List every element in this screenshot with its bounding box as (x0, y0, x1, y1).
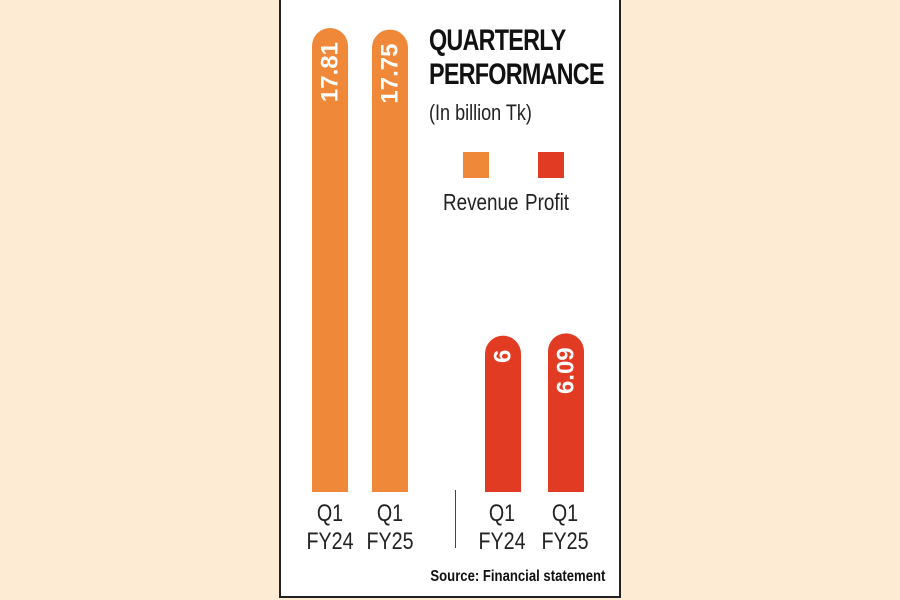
category-line-2: FY25 (541, 528, 589, 555)
bar-profit-1 (548, 333, 584, 492)
category-line-1: Q1 (376, 500, 404, 527)
category-label-revenue-q1fy25: Q1 FY25 (357, 500, 423, 556)
category-label-profit-q1fy25: Q1 FY25 (532, 500, 598, 556)
legend-swatch-revenue (463, 152, 489, 178)
category-label-profit-q1fy24: Q1 FY24 (469, 500, 535, 556)
category-label-revenue-q1fy24: Q1 FY24 (297, 500, 363, 556)
bar-label-profit-0: 6 (490, 350, 517, 363)
legend-label-revenue: Revenue (443, 189, 519, 215)
bar-label-revenue-1: 17.75 (377, 44, 404, 104)
bar-profit-0 (485, 335, 521, 492)
bar-chart: 17.81 17.75 6 6.09 (312, 28, 584, 492)
bar-label-profit-1: 6.09 (553, 347, 580, 394)
group-divider (455, 490, 456, 548)
bar-revenue-0 (312, 28, 348, 492)
category-line-1: Q1 (551, 500, 579, 527)
title-line-1: QUARTERLY (429, 24, 566, 57)
bar-label-revenue-0: 17.81 (317, 42, 344, 102)
category-line-1: Q1 (316, 500, 344, 527)
chart-panel: 17.81 17.75 6 6.09 QUARTERLY PERFORMANCE (I… (279, 0, 621, 598)
category-line-2: FY25 (366, 528, 414, 555)
category-line-1: Q1 (488, 500, 516, 527)
source-note: Source: Financial statement (430, 568, 605, 585)
legend-label-profit: Profit (525, 189, 570, 215)
legend-swatch-profit (538, 152, 564, 178)
bar-revenue-1 (372, 29, 408, 492)
chart-subtitle: (In billion Tk) (429, 100, 532, 125)
category-line-2: FY24 (306, 528, 354, 555)
chart-title: QUARTERLY PERFORMANCE (429, 24, 605, 92)
category-line-2: FY24 (478, 528, 526, 555)
title-line-2: PERFORMANCE (429, 58, 605, 91)
